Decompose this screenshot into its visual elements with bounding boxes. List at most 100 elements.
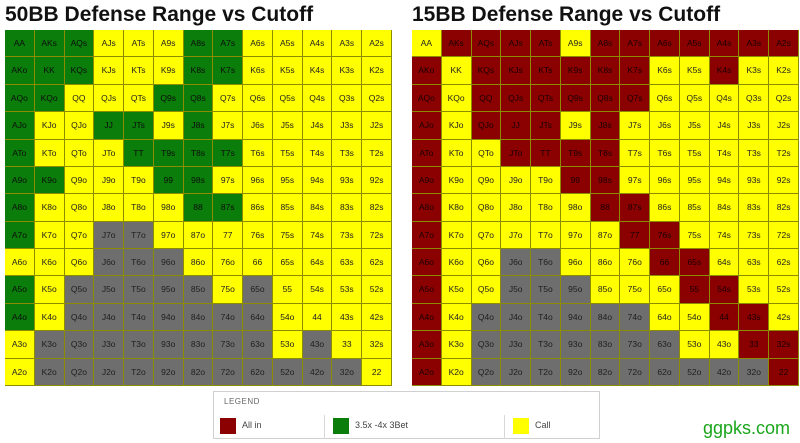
hand-cell: AQo [412, 84, 442, 113]
watermark: ggpks.com [702, 418, 790, 438]
hand-cell: K7s [620, 57, 651, 85]
hand-cell: 42o [709, 358, 740, 386]
hand-cell: KTs [124, 57, 154, 85]
hand-cell: 83o [590, 331, 621, 359]
hand-cell: T3o [124, 331, 154, 359]
hand-cell: J2o [94, 358, 125, 386]
hand-cell: A4o [5, 303, 35, 332]
legend-label-all-in: All in [242, 420, 262, 430]
hand-cell: 92s [362, 166, 392, 195]
hand-cell: Q8o [64, 194, 95, 222]
hand-cell: 77 [620, 221, 651, 250]
range-grid-15bb: AA AKs AQs AJs ATs A9s A8s A7s A6s A5s A4s A3s A2s AK… [412, 30, 799, 386]
legend-label-call: Call [535, 420, 551, 430]
hand-cell: Q5o [471, 276, 502, 304]
hand-cell: A5s [272, 30, 303, 58]
hand-cell: Q9o [64, 166, 95, 195]
hand-cell: T5s [679, 139, 710, 167]
hand-cell: Q6s [650, 84, 680, 113]
hand-cell: K4s [709, 57, 740, 85]
hand-cell: AKo [412, 57, 442, 85]
hand-cell: A9s [560, 30, 591, 58]
hand-cell: J9s [560, 112, 591, 140]
hand-cell: 42s [769, 303, 799, 332]
hand-cell: 94s [709, 166, 740, 195]
hand-cell: 32s [769, 331, 799, 359]
hand-cell: QTs [531, 84, 561, 113]
hand-cell: 44 [709, 303, 740, 332]
hand-cell: 63o [650, 331, 680, 359]
hand-cell: T4s [709, 139, 740, 167]
hand-cell: J8s [183, 112, 214, 140]
hand-cell: A8s [590, 30, 621, 58]
hand-cell: Q3o [64, 331, 95, 359]
hand-cell: QQ [471, 84, 502, 113]
hand-cell: Q9s [153, 84, 184, 113]
hand-cell: AA [5, 30, 35, 58]
hand-cell: J6s [243, 112, 273, 140]
hand-cell: K6s [650, 57, 680, 85]
hand-cell: K4s [302, 57, 333, 85]
hand-cell: J3s [332, 112, 363, 140]
hand-cell: 86s [243, 194, 273, 222]
hand-cell: 75o [620, 276, 651, 304]
hand-cell: KTo [441, 139, 472, 167]
hand-cell: 75s [679, 221, 710, 250]
hand-cell: Q8s [183, 84, 214, 113]
hand-cell: 76o [620, 249, 651, 277]
hand-cell: T7o [124, 221, 154, 250]
hand-cell: 65s [272, 249, 303, 277]
hand-cell: J4s [302, 112, 333, 140]
hand-cell: 93o [560, 331, 591, 359]
hand-cell: A6o [412, 249, 442, 277]
hand-cell: A3s [332, 30, 363, 58]
hand-cell: TT [124, 139, 154, 167]
hand-cell: K6o [441, 249, 472, 277]
hand-cell: 87s [620, 194, 651, 222]
hand-cell: 66 [650, 249, 680, 277]
hand-cell: 93s [332, 166, 363, 195]
hand-cell: Q4s [302, 84, 333, 113]
hand-cell: 76o [213, 249, 244, 277]
hand-cell: J2o [501, 358, 532, 386]
hand-cell: K4o [34, 303, 65, 332]
hand-cell: 73o [620, 331, 651, 359]
range-grid-50bb: AA AKs AQs AJs ATs A9s A8s A7s A6s A5s A4s A3s A2s AK… [5, 30, 392, 386]
hand-cell: Q6o [64, 249, 95, 277]
hand-cell: AQs [471, 30, 502, 58]
hand-cell: A9o [412, 166, 442, 195]
hand-cell: Q2o [64, 358, 95, 386]
hand-cell: 82o [590, 358, 621, 386]
hand-cell: T3s [739, 139, 770, 167]
hand-cell: 22 [362, 358, 392, 386]
hand-cell: Q8s [590, 84, 621, 113]
hand-cell: T8s [183, 139, 214, 167]
hand-cell: K3o [441, 331, 472, 359]
legend-item-all-in: All in [214, 415, 342, 437]
hand-cell: 87s [213, 194, 244, 222]
hand-cell: Q2s [362, 84, 392, 113]
hand-cell: T3s [332, 139, 363, 167]
hand-cell: 42s [362, 303, 392, 332]
hand-cell: AQs [64, 30, 95, 58]
hand-cell: 98o [153, 194, 184, 222]
hand-cell: Q6s [243, 84, 273, 113]
hand-cell: 44 [302, 303, 333, 332]
hand-cell: 53o [272, 331, 303, 359]
hand-cell: 72o [213, 358, 244, 386]
hand-cell: 52s [769, 276, 799, 304]
hand-cell: AJo [5, 112, 35, 140]
hand-cell: T4o [531, 303, 561, 332]
hand-cell: Q4s [709, 84, 740, 113]
hand-cell: K2o [34, 358, 65, 386]
legend-swatch-call [513, 418, 529, 434]
hand-cell: T9o [124, 166, 154, 195]
hand-cell: 98s [590, 166, 621, 195]
hand-cell: 96o [560, 249, 591, 277]
hand-cell: 64s [709, 249, 740, 277]
hand-cell: J9o [94, 166, 125, 195]
hand-cell: 85s [679, 194, 710, 222]
hand-cell: ATo [412, 139, 442, 167]
hand-cell: 63s [739, 249, 770, 277]
hand-cell: T6s [243, 139, 273, 167]
